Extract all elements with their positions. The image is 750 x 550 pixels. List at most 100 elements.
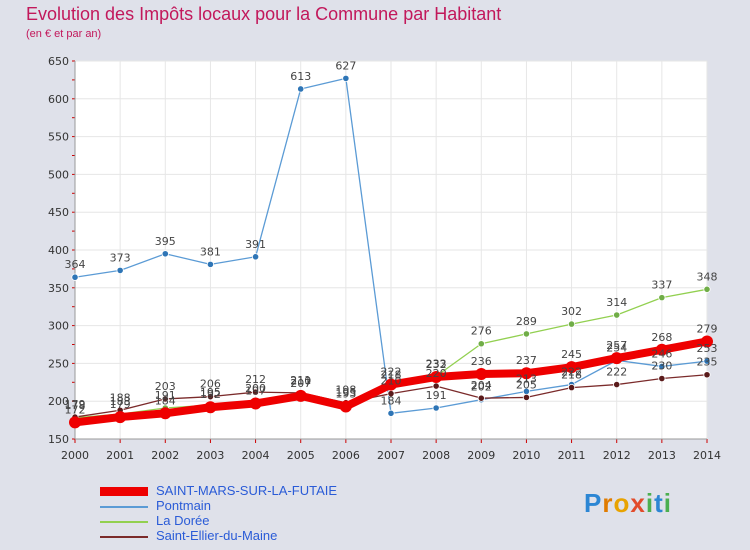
legend-item-la-doree[interactable]: La Dorée (100, 513, 420, 529)
data-point-saint-ellier-du-maine[interactable] (477, 394, 485, 402)
data-point-saint-ellier-du-maine[interactable] (206, 393, 215, 401)
data-label-pontmain: 613 (290, 70, 311, 83)
data-label-la-dor-e: 178 (65, 399, 86, 412)
data-point-la-dor-e[interactable] (477, 340, 485, 348)
data-label-pontmain: 395 (155, 235, 176, 248)
data-point-saint-mars-sur-la-futaie[interactable] (610, 352, 623, 365)
data-point-saint-mars-sur-la-futaie[interactable] (520, 367, 533, 380)
data-point-saint-mars-sur-la-futaie[interactable] (69, 416, 81, 429)
x-tick-label: 2003 (196, 449, 224, 462)
data-point-saint-ellier-du-maine[interactable] (703, 371, 711, 379)
data-point-saint-mars-sur-la-futaie[interactable] (655, 343, 668, 356)
data-label-saint-mars-sur-la-futaie: 172 (65, 403, 86, 416)
data-label-saint-mars-sur-la-futaie: 184 (155, 394, 176, 407)
legend-item-saint-mars[interactable]: SAINT-MARS-SUR-LA-FUTAIE (100, 483, 420, 499)
data-point-pontmain[interactable] (387, 409, 395, 417)
data-label-la-dor-e: 302 (561, 305, 582, 318)
data-point-la-dor-e[interactable] (522, 330, 531, 338)
y-tick-label: 400 (48, 244, 69, 257)
x-tick-label: 2002 (151, 449, 179, 462)
data-label-saint-ellier-du-maine: 203 (155, 380, 176, 393)
legend-item-pontmain[interactable]: Pontmain (100, 498, 420, 514)
y-tick-label: 650 (48, 55, 69, 68)
data-point-pontmain[interactable] (297, 85, 305, 93)
data-label-saint-mars-sur-la-futaie: 179 (110, 398, 131, 411)
y-tick-label: 300 (48, 320, 69, 333)
data-point-la-dor-e[interactable] (703, 285, 711, 293)
data-point-saint-mars-sur-la-futaie[interactable] (114, 411, 127, 424)
data-label-saint-mars-sur-la-futaie: 193 (335, 387, 356, 400)
data-point-pontmain[interactable] (342, 74, 350, 82)
data-label-saint-ellier-du-maine: 222 (606, 366, 627, 379)
data-label-pontmain: 191 (426, 389, 447, 402)
data-point-saint-mars-sur-la-futaie[interactable] (249, 397, 262, 410)
data-label-saint-mars-sur-la-futaie: 268 (651, 331, 672, 344)
data-point-saint-mars-sur-la-futaie[interactable] (701, 335, 713, 348)
x-tick-label: 2007 (377, 449, 405, 462)
data-point-saint-mars-sur-la-futaie[interactable] (159, 407, 172, 420)
data-label-saint-ellier-du-maine: 179 (65, 398, 86, 411)
data-point-saint-mars-sur-la-futaie[interactable] (339, 400, 352, 413)
data-point-pontmain[interactable] (116, 266, 124, 275)
data-point-pontmain[interactable] (251, 253, 260, 261)
data-point-saint-mars-sur-la-futaie[interactable] (385, 378, 397, 391)
data-label-la-dor-e: 289 (516, 315, 537, 328)
data-point-saint-ellier-du-maine[interactable] (161, 395, 169, 403)
data-point-pontmain[interactable] (206, 260, 215, 268)
data-label-la-dor-e: 210 (290, 375, 311, 388)
data-label-la-dor-e: 276 (471, 325, 492, 338)
data-point-la-dor-e[interactable] (658, 294, 666, 302)
proxiti-logo: Proxiti (584, 488, 672, 518)
data-point-pontmain[interactable] (71, 273, 79, 281)
chart-subtitle: (en € et par an) (26, 28, 102, 40)
data-point-pontmain[interactable] (703, 357, 711, 365)
data-label-saint-ellier-du-maine: 206 (200, 378, 221, 391)
data-label-pontmain: 246 (651, 347, 672, 360)
y-tick-label: 550 (48, 131, 69, 144)
legend-swatch-saint-ellier (100, 536, 148, 538)
y-tick-label: 600 (48, 93, 69, 106)
y-tick-label: 350 (48, 282, 69, 295)
data-label-saint-mars-sur-la-futaie: 245 (561, 348, 582, 361)
data-point-la-dor-e[interactable] (613, 311, 621, 319)
data-point-saint-mars-sur-la-futaie[interactable] (204, 401, 217, 414)
data-label-saint-mars-sur-la-futaie: 232 (426, 358, 447, 371)
data-point-saint-mars-sur-la-futaie[interactable] (565, 361, 578, 374)
data-label-saint-ellier-du-maine: 220 (426, 367, 447, 380)
legend-item-saint-ellier[interactable]: Saint-Ellier-du-Maine (100, 528, 420, 544)
y-tick-label: 250 (48, 357, 69, 370)
data-label-la-dor-e: 337 (651, 279, 672, 292)
data-point-pontmain[interactable] (161, 250, 169, 258)
data-label-la-dor-e: 218 (381, 369, 402, 382)
data-point-saint-ellier-du-maine[interactable] (613, 380, 621, 389)
data-point-saint-mars-sur-la-futaie[interactable] (294, 389, 307, 402)
x-tick-label: 2013 (648, 449, 676, 462)
data-label-saint-ellier-du-maine: 204 (471, 379, 492, 392)
data-point-saint-mars-sur-la-futaie[interactable] (430, 371, 443, 384)
data-label-la-dor-e: 200 (245, 382, 266, 395)
data-label-pontmain: 202 (471, 381, 492, 394)
data-label-saint-ellier-du-maine: 212 (245, 373, 266, 386)
x-tick-label: 2011 (558, 449, 586, 462)
data-label-saint-ellier-du-maine: 218 (561, 369, 582, 382)
data-point-la-dor-e[interactable] (567, 320, 576, 328)
x-tick-label: 2010 (512, 449, 540, 462)
x-tick-label: 2008 (422, 449, 450, 462)
data-label-saint-ellier-du-maine: 210 (381, 375, 402, 388)
data-point-saint-ellier-du-maine[interactable] (522, 393, 531, 402)
data-label-pontmain: 381 (200, 245, 221, 258)
data-point-pontmain[interactable] (658, 362, 666, 371)
data-label-pontmain: 364 (65, 258, 86, 271)
data-point-saint-ellier-du-maine[interactable] (251, 388, 260, 396)
data-label-pontmain: 627 (335, 59, 356, 72)
data-point-saint-ellier-du-maine[interactable] (567, 383, 576, 392)
data-point-pontmain[interactable] (432, 404, 440, 412)
data-point-saint-mars-sur-la-futaie[interactable] (475, 367, 488, 380)
axis-layer: 150 200 250 300 350 400 450 500 550 600 650 2000 200… (48, 55, 721, 462)
data-label-saint-mars-sur-la-futaie: 207 (290, 377, 311, 390)
data-point-saint-ellier-du-maine[interactable] (658, 374, 666, 383)
legend-label-la-doree: La Dorée (156, 513, 210, 528)
y-tick-label: 150 (48, 433, 69, 446)
